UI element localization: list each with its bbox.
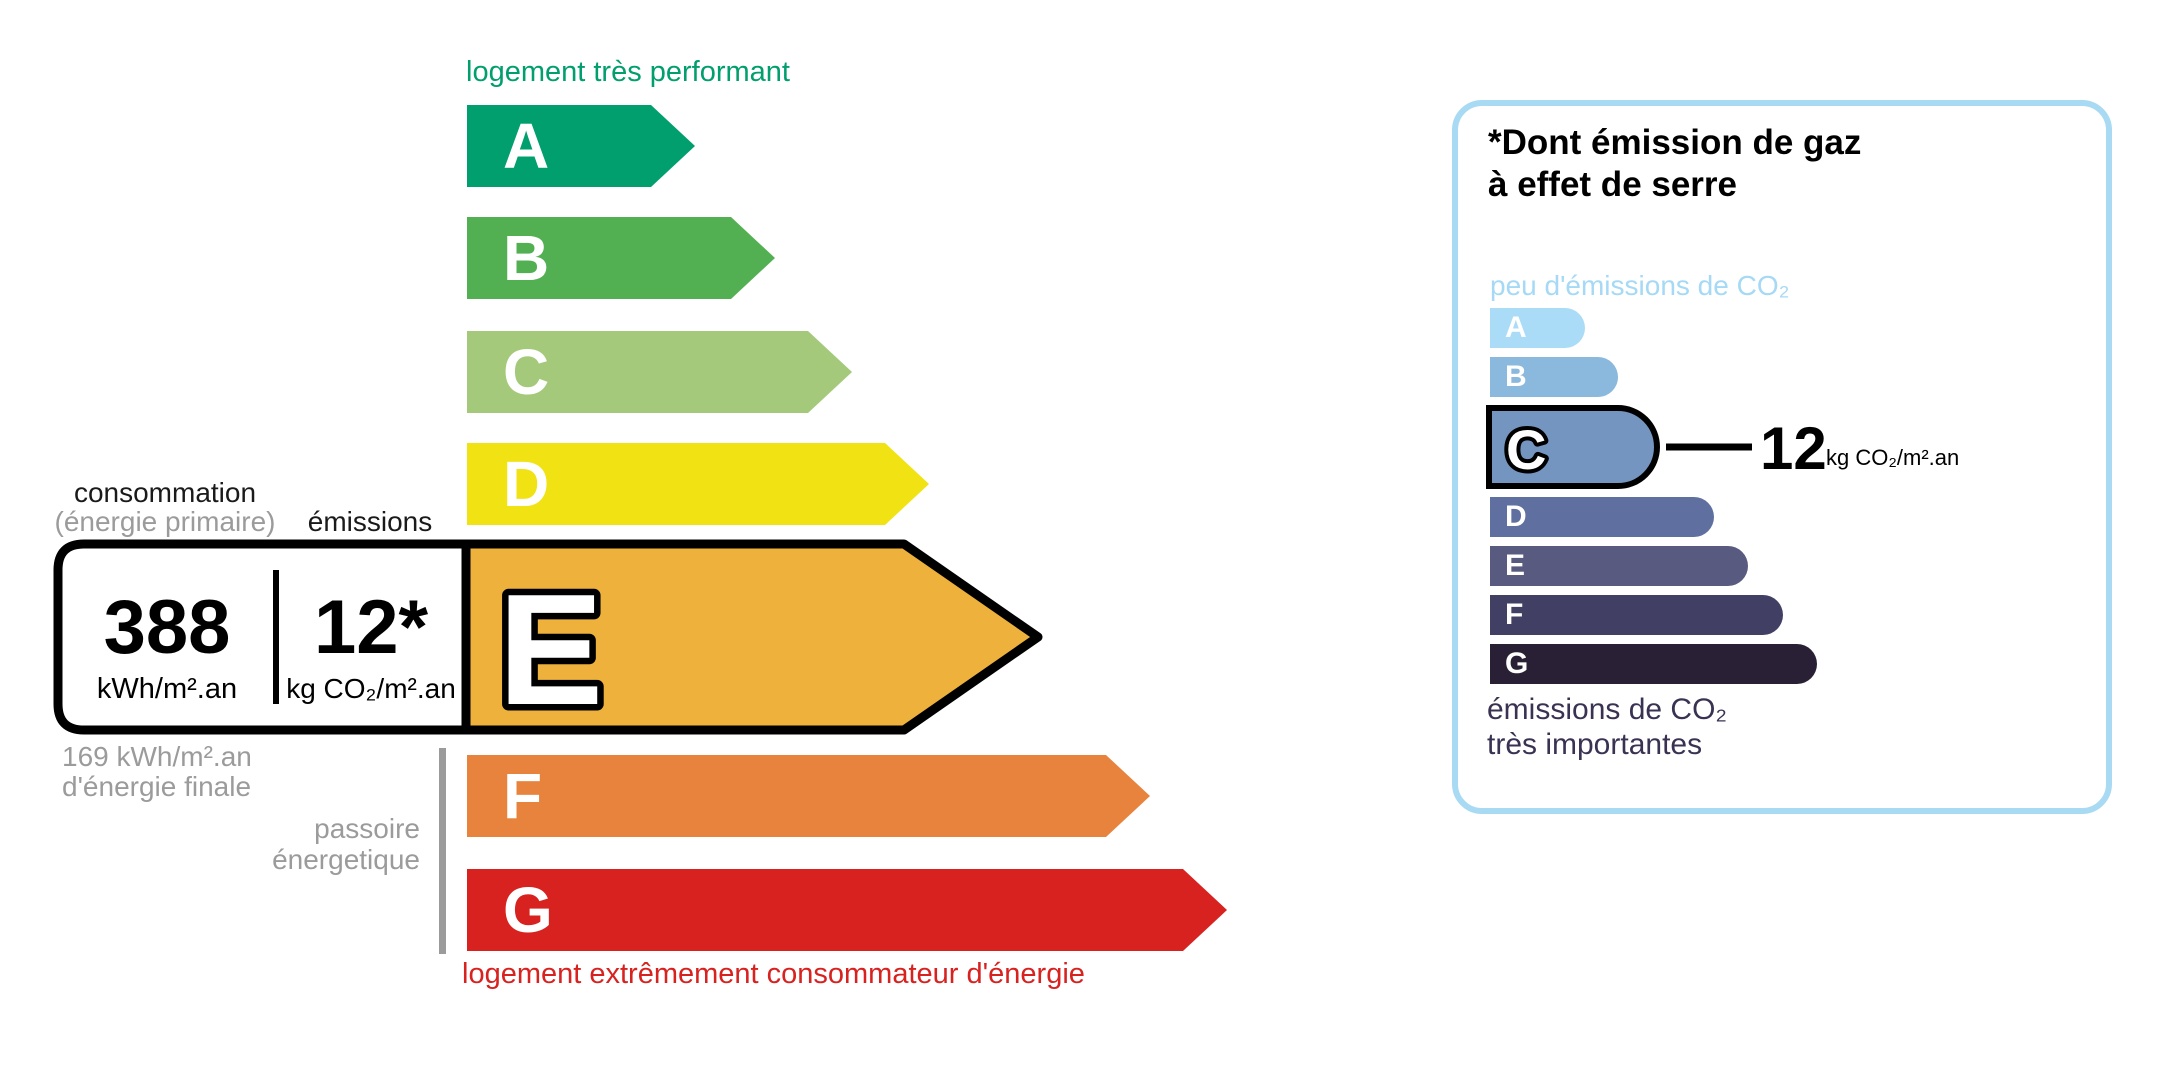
final-energy-line2: d'énergie finale bbox=[62, 771, 252, 802]
ges-top-label: peu d'émissions de CO₂ bbox=[1490, 270, 1790, 301]
passoire-line1: passoire bbox=[314, 813, 420, 844]
ges-class-row-e: E bbox=[1490, 546, 1748, 586]
energy-unit: kWh/m².an bbox=[97, 673, 237, 705]
ges-bottom-label-line2: très importantes bbox=[1487, 728, 1703, 761]
ges-current-class-row: C 12 kg CO₂/m².an bbox=[1486, 405, 1959, 489]
energy-class-letter-g: G bbox=[503, 874, 553, 946]
ges-class-letter-a: A bbox=[1505, 311, 1527, 344]
passoire-line2: énergetique bbox=[272, 844, 420, 875]
ges-callout-unit: kg CO₂/m².an bbox=[1826, 445, 1959, 470]
current-energy-class-letter: E bbox=[498, 562, 603, 736]
ges-value-with-asterisk: 12* bbox=[314, 585, 429, 670]
ges-title-line2: à effet de serre bbox=[1488, 165, 1738, 204]
final-energy-line1: 169 kWh/m².an bbox=[62, 741, 252, 772]
ges-class-letter-d: D bbox=[1505, 500, 1527, 533]
passoire-bracket-line bbox=[439, 748, 446, 954]
ges-current-pill-shape bbox=[1486, 405, 1660, 489]
ges-bottom-label: émissions de CO₂ très importantes bbox=[1487, 692, 1727, 762]
ges-class-letter-f: F bbox=[1505, 598, 1524, 631]
emissions-header: émissions bbox=[307, 506, 433, 537]
energy-class-row-c: C bbox=[467, 331, 852, 413]
energy-class-letter-c: C bbox=[503, 336, 550, 408]
energy-class-row-g: G bbox=[467, 869, 1227, 951]
energy-scale-top-label: logement très performant bbox=[466, 56, 790, 88]
passoire-label: passoire énergetique bbox=[200, 813, 420, 875]
energy-class-letter-f: F bbox=[503, 760, 543, 832]
ges-class-letter-b: B bbox=[1505, 360, 1527, 393]
energy-class-row-b: B bbox=[467, 217, 775, 299]
energy-class-letter-d: D bbox=[503, 448, 550, 520]
ges-callout-value: 12 bbox=[1760, 415, 1827, 482]
ges-class-row-g: G bbox=[1490, 644, 1817, 684]
ges-bottom-label-line1: émissions de CO₂ bbox=[1487, 693, 1728, 726]
ges-title-line1: *Dont émission de gaz bbox=[1488, 123, 1862, 162]
ges-panel-frame bbox=[1452, 100, 2112, 814]
ges-class-row-a: A bbox=[1490, 308, 1585, 348]
consumption-header: consommation bbox=[73, 477, 257, 508]
consumption-subheader: (énergie primaire) bbox=[54, 506, 276, 537]
energy-value: 388 bbox=[104, 585, 231, 670]
rating-values-box bbox=[53, 539, 471, 735]
ges-current-class-letter: C bbox=[1506, 418, 1546, 481]
ges-class-letter-e: E bbox=[1505, 549, 1526, 582]
ges-class-letter-g: G bbox=[1505, 647, 1529, 680]
ges-class-row-f: F bbox=[1490, 595, 1783, 635]
ges-class-row-b: B bbox=[1490, 357, 1618, 397]
current-rating-row: 388 kWh/m².an 12* kg CO₂/m².an E bbox=[53, 539, 1043, 736]
ges-panel-title: *Dont émission de gaz à effet de serre bbox=[1488, 122, 1861, 206]
energy-class-row-d: D bbox=[467, 443, 929, 525]
energy-class-letter-a: A bbox=[503, 110, 550, 182]
energy-class-row-f: F bbox=[467, 755, 1150, 837]
ges-unit: kg CO₂/m².an bbox=[286, 673, 456, 704]
energy-class-letter-b: B bbox=[503, 222, 550, 294]
energy-class-row-a: A bbox=[467, 105, 695, 187]
ges-class-row-d: D bbox=[1490, 497, 1714, 537]
energy-scale-bottom-label: logement extrêmement consommateur d'éner… bbox=[462, 958, 1085, 990]
